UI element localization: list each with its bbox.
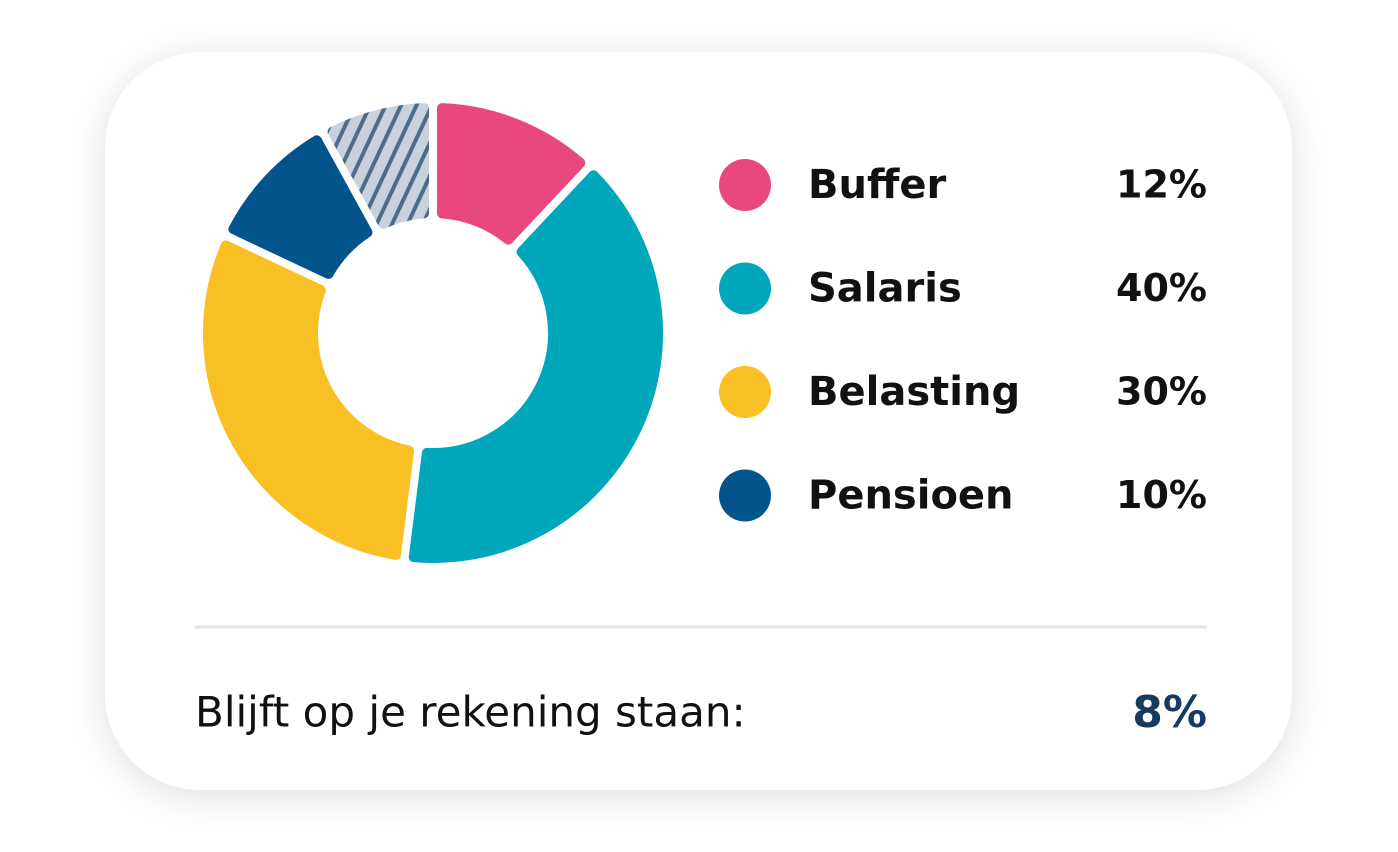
- legend-marker: [719, 366, 771, 418]
- donut-slice: [408, 170, 663, 563]
- legend-label: Salaris: [808, 266, 962, 312]
- legend-label: Belasting: [808, 369, 1020, 415]
- value-label: 40%: [1116, 266, 1207, 310]
- value-label: 10%: [1116, 473, 1207, 517]
- donut-slice: [327, 103, 430, 229]
- remainder-value: 8%: [1132, 687, 1207, 738]
- value-label: 12%: [1116, 163, 1207, 207]
- donut: [203, 103, 663, 563]
- legend-label: Pensioen: [808, 473, 1014, 519]
- legend-label: Buffer: [808, 162, 946, 208]
- legend-marker: [719, 262, 771, 315]
- value-label: 30%: [1116, 370, 1207, 414]
- legend-marker: [719, 159, 771, 211]
- donut-slice: [228, 135, 373, 279]
- legend: Buffer 12% Salaris 40% Belasting 30% Pensioen 1…: [719, 159, 1207, 522]
- donut-slice: [203, 240, 415, 560]
- remainder-label: Blijft op je rekening staan:: [195, 688, 746, 737]
- card: [105, 52, 1292, 790]
- legend-marker: [719, 469, 771, 522]
- donut-slice: [436, 103, 586, 245]
